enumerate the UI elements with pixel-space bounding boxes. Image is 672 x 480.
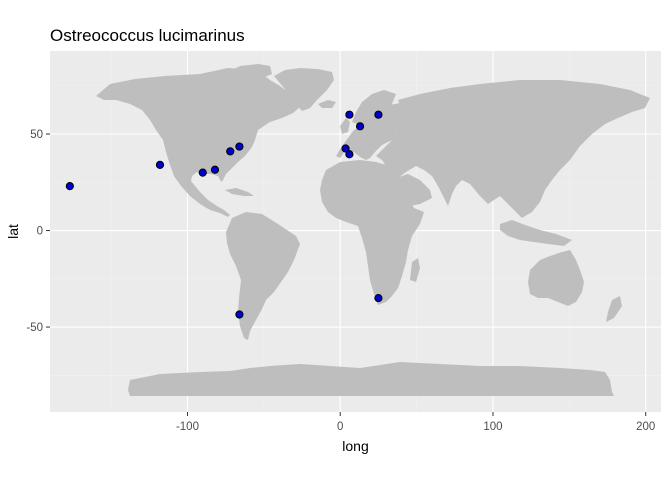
landmass-iceland	[318, 100, 336, 108]
landmass-europe	[336, 103, 410, 160]
landmass-arctic-islands	[228, 64, 272, 78]
y-tick-label: -50	[26, 322, 43, 334]
landmass-asia	[376, 80, 650, 218]
world-map	[96, 64, 650, 396]
landmass-scandinavia	[352, 90, 396, 126]
landmass-north-america	[96, 68, 318, 217]
x-axis-title: long	[342, 438, 368, 454]
x-tick-label: 100	[483, 421, 502, 433]
data-point	[235, 142, 244, 151]
data-point	[345, 150, 354, 159]
data-point	[226, 147, 235, 156]
x-tick-label: 0	[337, 421, 343, 433]
x-tick-label: 200	[636, 421, 655, 433]
landmass-antarctica	[128, 362, 614, 396]
data-point	[155, 160, 165, 169]
landmass-indonesia	[500, 220, 572, 246]
landmass-british-isles	[340, 118, 350, 134]
landmass-greenland	[274, 68, 334, 111]
data-point	[65, 182, 74, 191]
x-axis-ticks: -100 0 100 200	[176, 412, 655, 433]
landmass-madagascar	[410, 258, 420, 282]
data-point	[210, 165, 220, 174]
landmass-africa	[320, 160, 424, 305]
y-tick-label: 50	[30, 129, 43, 141]
data-point	[341, 144, 350, 153]
y-tick-label: 0	[37, 226, 43, 238]
chart-title: Ostreococcus lucimarinus	[50, 26, 245, 45]
y-axis-ticks: -50 0 50	[26, 129, 50, 334]
landmass-japan	[556, 134, 572, 160]
landmass-australia	[528, 250, 584, 306]
landmass-caribbean	[225, 188, 254, 196]
y-axis-title: lat	[5, 224, 21, 239]
data-point	[355, 122, 365, 131]
data-point	[198, 168, 207, 177]
x-tick-label: -100	[176, 421, 199, 433]
data-point	[374, 110, 383, 119]
data-point	[235, 310, 244, 319]
data-point	[345, 110, 354, 119]
data-points	[65, 110, 383, 319]
landmass-south-america	[226, 212, 300, 340]
landmass-new-zealand	[606, 296, 622, 322]
data-point	[374, 294, 383, 303]
